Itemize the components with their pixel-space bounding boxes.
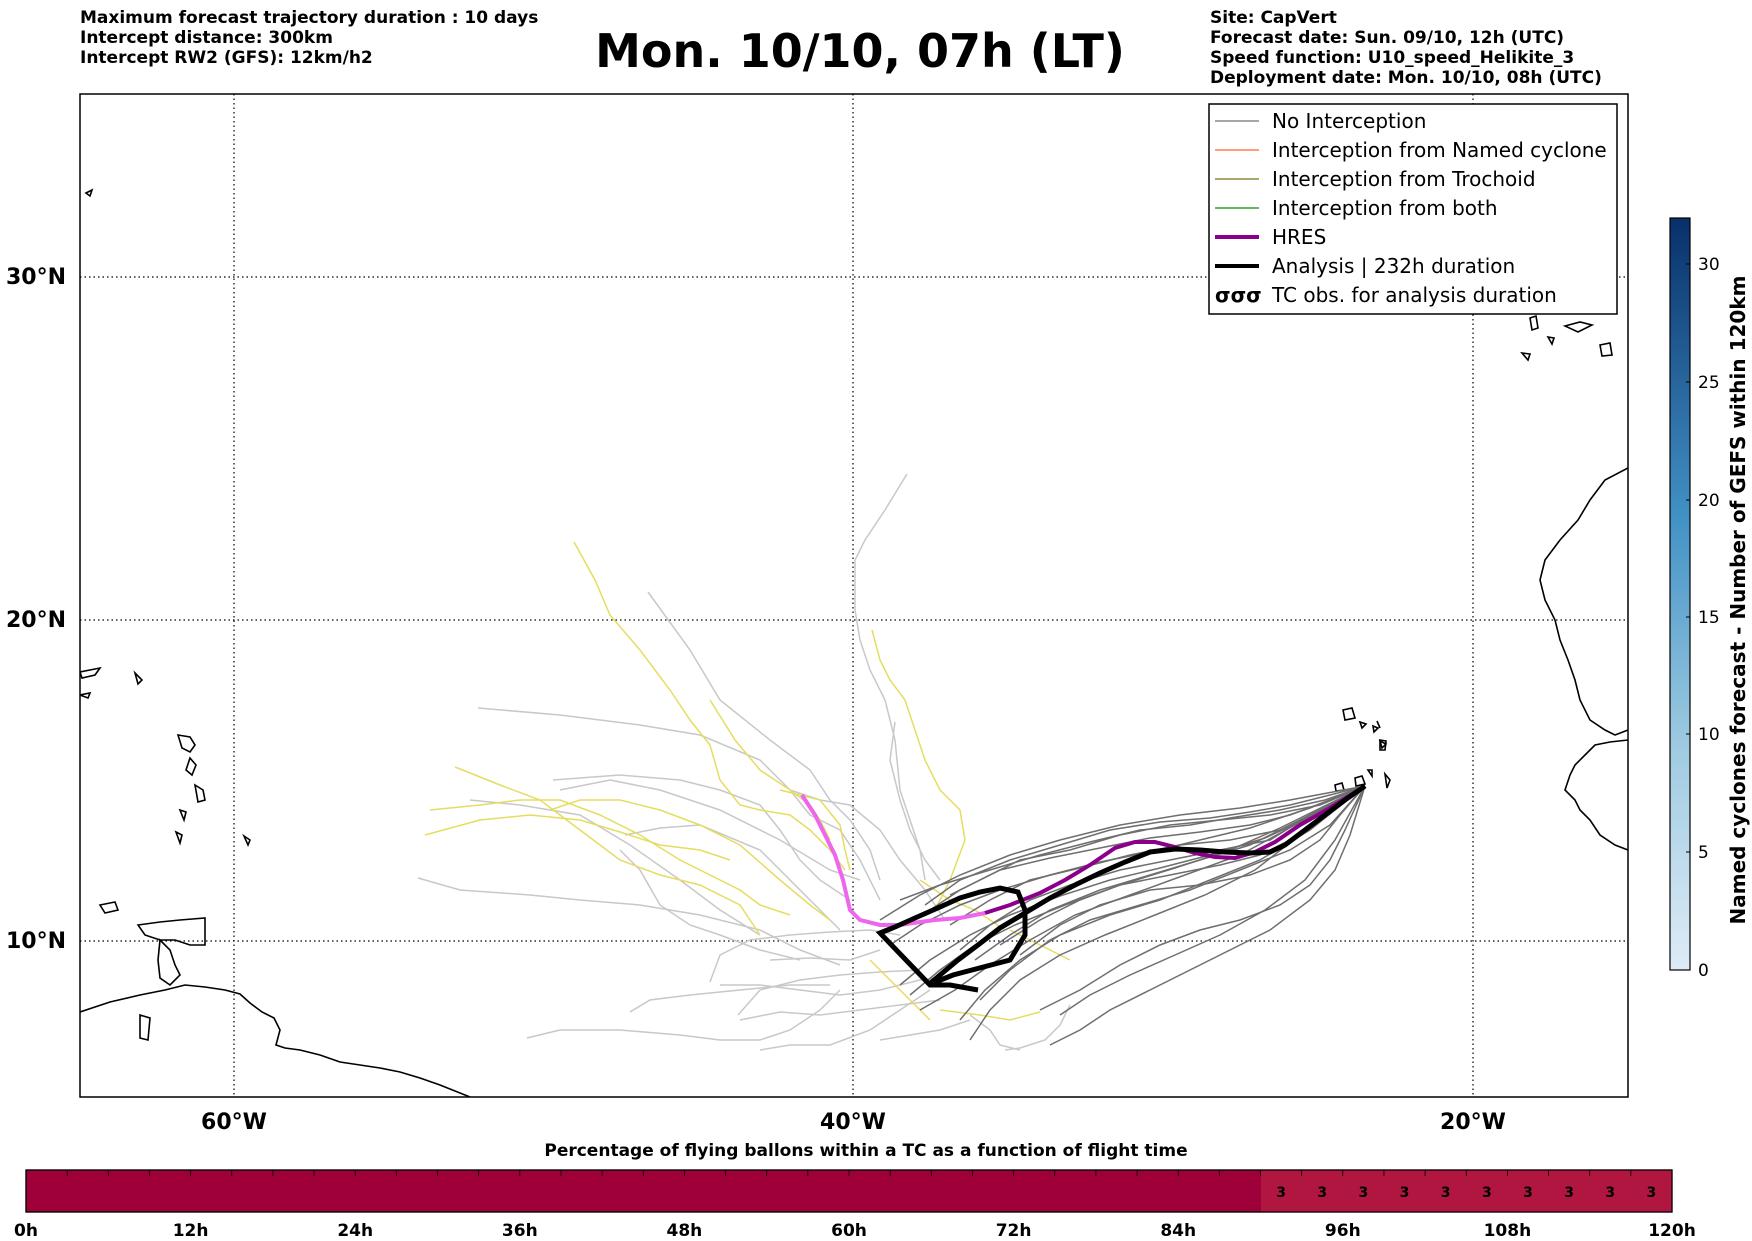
timeline-tick-label: 96h <box>1325 1221 1361 1241</box>
legend-label-trochoid: Interception from Trochoid <box>1272 167 1536 191</box>
timeline-tick-label: 120h <box>1648 1221 1696 1241</box>
timeline-cell-values: 3 3 3 3 3 3 3 3 3 3 <box>1276 1185 1656 1201</box>
info-line-duration: Maximum forecast trajectory duration : 1… <box>80 8 539 28</box>
colorbar-tick-5: 5 <box>1698 843 1709 863</box>
lon-label-40w: 40°W <box>820 1110 886 1135</box>
ensemble-trajectories-yellow <box>424 541 1071 1021</box>
site-info: Site: CapVert Forecast date: Sun. 09/10,… <box>1210 8 1602 88</box>
legend-label-analysis: Analysis | 232h duration <box>1272 254 1515 278</box>
colorbar-ticks <box>1686 263 1690 971</box>
timeline-cell-value: 3 <box>1523 1185 1533 1201</box>
legend-label-no-interception: No Interception <box>1272 109 1426 133</box>
timeline-cell-value: 3 <box>1647 1185 1657 1201</box>
colorbar-tick-0: 0 <box>1698 961 1709 981</box>
legend-label-both: Interception from both <box>1272 196 1498 220</box>
timeline-title: Percentage of flying ballons within a TC… <box>544 1141 1187 1161</box>
lon-label-60w: 60°W <box>201 1110 267 1135</box>
forecast-settings-info: Maximum forecast trajectory duration : 1… <box>80 8 538 68</box>
map-legend: No Interception Interception from Named … <box>1208 103 1618 315</box>
info-line-speed-function: Speed function: U10_speed_Helikite_3 <box>1210 48 1575 68</box>
colorbar-label: Named cyclones forecast - Number of GEFS… <box>1726 276 1750 925</box>
info-line-intercept: Intercept RW2 (GFS): 12km/h2 <box>80 48 373 68</box>
timeline-tick-label: 24h <box>337 1221 373 1241</box>
lat-label-30n: 30°N <box>6 265 66 290</box>
timeline-tick-label: 72h <box>996 1221 1032 1241</box>
timeline-cell-value: 3 <box>1359 1185 1369 1201</box>
flight-time-timeline: Percentage of flying ballons within a TC… <box>14 1141 1696 1241</box>
timeline-cell-value: 3 <box>1482 1185 1492 1201</box>
colorbar-gradient <box>1669 217 1691 971</box>
page-title: Mon. 10/10, 07h (LT) <box>595 24 1125 78</box>
colorbar-tick-30: 30 <box>1698 255 1720 275</box>
timeline-tick-labels: 0h 12h 24h 36h 48h 60h 72h 84h 96h 108h 120h <box>14 1221 1696 1241</box>
timeline-cell-value: 3 <box>1564 1185 1574 1201</box>
timeline-tick-label: 12h <box>173 1221 209 1241</box>
colorbar-tick-15: 15 <box>1698 608 1720 628</box>
lon-label-20w: 20°W <box>1440 1110 1506 1135</box>
lat-label-10n: 10°N <box>6 929 66 954</box>
timeline-cell-value: 3 <box>1400 1185 1410 1201</box>
timeline-tick-label: 108h <box>1484 1221 1532 1241</box>
colorbar-tick-10: 10 <box>1698 725 1720 745</box>
lat-label-20n: 20°N <box>6 608 66 633</box>
colorbar-tick-25: 25 <box>1698 373 1720 393</box>
timeline-cell-value: 3 <box>1276 1185 1286 1201</box>
legend-label-named-cyclone: Interception from Named cyclone <box>1272 138 1607 162</box>
timeline-cell-value: 3 <box>1441 1185 1451 1201</box>
coastlines <box>80 188 1628 1097</box>
legend-label-hres: HRES <box>1272 225 1326 249</box>
legend-box <box>1208 103 1618 315</box>
timeline-tick-label: 48h <box>667 1221 703 1241</box>
info-line-distance: Intercept distance: 300km <box>80 28 333 48</box>
timeline-cell-value: 3 <box>1317 1185 1327 1201</box>
timeline-highlight-range <box>1261 1170 1672 1212</box>
ensemble-trajectories-light <box>417 473 1071 1051</box>
timeline-tick-label: 0h <box>14 1221 38 1241</box>
legend-label-tc-obs: TC obs. for analysis duration <box>1271 283 1557 307</box>
info-line-forecast-date: Forecast date: Sun. 09/10, 12h (UTC) <box>1210 28 1565 48</box>
timeline-cell-value: 3 <box>1605 1185 1615 1201</box>
timeline-tick-label: 36h <box>502 1221 538 1241</box>
cyclone-colorbar: 0 5 10 15 20 25 30 Named cyclones foreca… <box>1669 217 1750 981</box>
timeline-tick-label: 60h <box>831 1221 867 1241</box>
tc-obs-symbol-icon: σσσ <box>1215 283 1262 307</box>
colorbar-tick-20: 20 <box>1698 491 1720 511</box>
timeline-minor-ticks <box>66 1170 1632 1176</box>
hres-early-segment <box>800 793 986 927</box>
timeline-tick-label: 84h <box>1160 1221 1196 1241</box>
info-line-site: Site: CapVert <box>1210 8 1337 28</box>
analysis-trajectory <box>875 783 1367 993</box>
info-line-deployment-date: Deployment date: Mon. 10/10, 08h (UTC) <box>1210 68 1602 88</box>
